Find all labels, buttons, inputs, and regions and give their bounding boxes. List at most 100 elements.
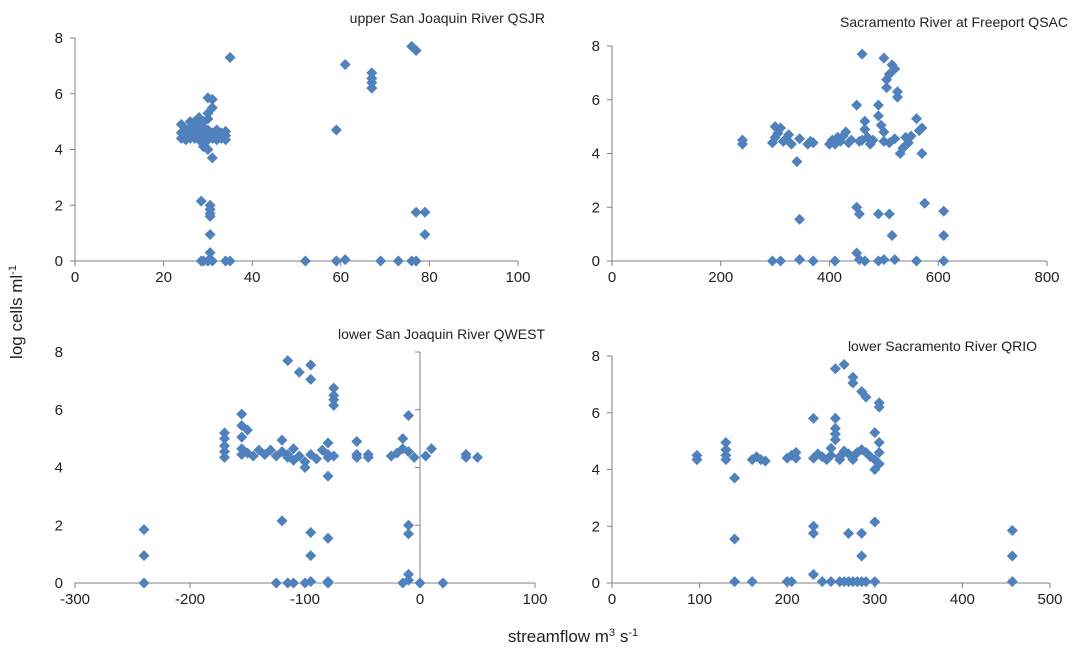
data-point xyxy=(838,359,850,371)
y-tick-label: 0 xyxy=(55,575,63,592)
x-axis-label-middle: s xyxy=(615,627,628,646)
data-point xyxy=(472,451,483,463)
data-point xyxy=(419,206,431,218)
data-point xyxy=(351,436,363,448)
data-point xyxy=(224,255,236,267)
data-point xyxy=(219,440,230,452)
data-point xyxy=(219,433,230,445)
data-point xyxy=(872,208,884,220)
data-point xyxy=(410,206,422,218)
x-tick-label: 200 xyxy=(775,591,800,608)
y-tick-label: 2 xyxy=(592,199,600,216)
data-point xyxy=(766,255,778,267)
data-point xyxy=(856,527,868,539)
data-point xyxy=(807,412,819,424)
data-point xyxy=(219,427,230,439)
data-point xyxy=(843,527,855,539)
data-point xyxy=(204,229,216,241)
data-point xyxy=(834,454,846,466)
data-point xyxy=(202,144,214,155)
data-point xyxy=(859,115,871,127)
x-tick-label: 200 xyxy=(708,269,733,286)
data-point xyxy=(729,533,741,545)
data-point xyxy=(860,576,872,588)
data-point xyxy=(840,126,852,138)
y-tick-label: 0 xyxy=(592,253,600,270)
data-point xyxy=(206,93,218,105)
y-tick-label: 6 xyxy=(55,402,63,419)
data-point xyxy=(829,363,841,375)
data-point xyxy=(305,373,317,385)
y-tick-label: 4 xyxy=(55,142,63,159)
data-point xyxy=(330,124,342,136)
data-point xyxy=(265,444,276,456)
data-point xyxy=(860,391,872,403)
data-point xyxy=(775,122,787,134)
data-point xyxy=(328,382,340,394)
x-tick-label: 80 xyxy=(421,269,438,286)
data-point xyxy=(175,118,187,130)
data-point xyxy=(883,208,895,220)
data-point xyxy=(829,428,841,440)
data-point xyxy=(410,255,422,267)
data-point xyxy=(362,451,374,463)
data-point xyxy=(829,412,841,424)
data-point xyxy=(889,63,901,75)
data-point xyxy=(886,229,898,241)
y-tick-label: 6 xyxy=(592,405,600,422)
data-point xyxy=(919,197,931,209)
data-point xyxy=(845,134,857,146)
x-tick-label: 20 xyxy=(155,269,172,286)
data-point xyxy=(807,568,819,580)
data-point xyxy=(242,424,253,436)
data-point xyxy=(869,427,881,439)
y-tick-label: 8 xyxy=(55,344,63,361)
data-point xyxy=(825,449,837,461)
data-point xyxy=(282,577,294,589)
y-tick-label: 2 xyxy=(55,197,63,214)
data-point xyxy=(729,472,741,484)
x-tick-label: 100 xyxy=(522,591,547,608)
data-point xyxy=(219,451,230,463)
y-tick-label: 8 xyxy=(592,38,600,55)
data-point xyxy=(867,134,879,146)
data-point xyxy=(282,355,294,367)
x-tick-label: 0 xyxy=(608,269,616,286)
data-point xyxy=(397,433,409,445)
data-point xyxy=(206,102,218,114)
x-tick-label: 500 xyxy=(1037,591,1062,608)
data-point xyxy=(825,442,837,454)
x-tick-label: -200 xyxy=(175,591,205,608)
data-point xyxy=(829,255,841,267)
data-point xyxy=(891,91,903,103)
data-point xyxy=(807,137,819,149)
data-point xyxy=(869,516,881,528)
data-point xyxy=(219,446,230,458)
data-point xyxy=(873,458,885,470)
x-tick-label: 600 xyxy=(926,269,951,286)
y-tick-label: 8 xyxy=(55,30,63,47)
data-point xyxy=(293,450,305,462)
data-point xyxy=(322,532,334,544)
data-point xyxy=(786,576,798,588)
data-point xyxy=(873,437,885,449)
data-point xyxy=(729,576,741,588)
data-point xyxy=(938,255,950,267)
data-point xyxy=(288,577,299,589)
data-point xyxy=(204,210,216,222)
data-point xyxy=(276,434,288,446)
data-point xyxy=(236,408,248,420)
data-point xyxy=(305,576,317,588)
x-tick-label: 400 xyxy=(817,269,842,286)
data-point xyxy=(856,48,868,60)
data-point xyxy=(408,451,420,463)
data-point xyxy=(720,444,732,456)
data-point xyxy=(403,528,414,540)
x-tick-label: 0 xyxy=(71,269,79,286)
data-point xyxy=(299,456,311,468)
data-point xyxy=(853,208,865,220)
x-tick-label: -100 xyxy=(290,591,320,608)
data-point xyxy=(460,451,472,463)
data-point xyxy=(911,255,922,267)
